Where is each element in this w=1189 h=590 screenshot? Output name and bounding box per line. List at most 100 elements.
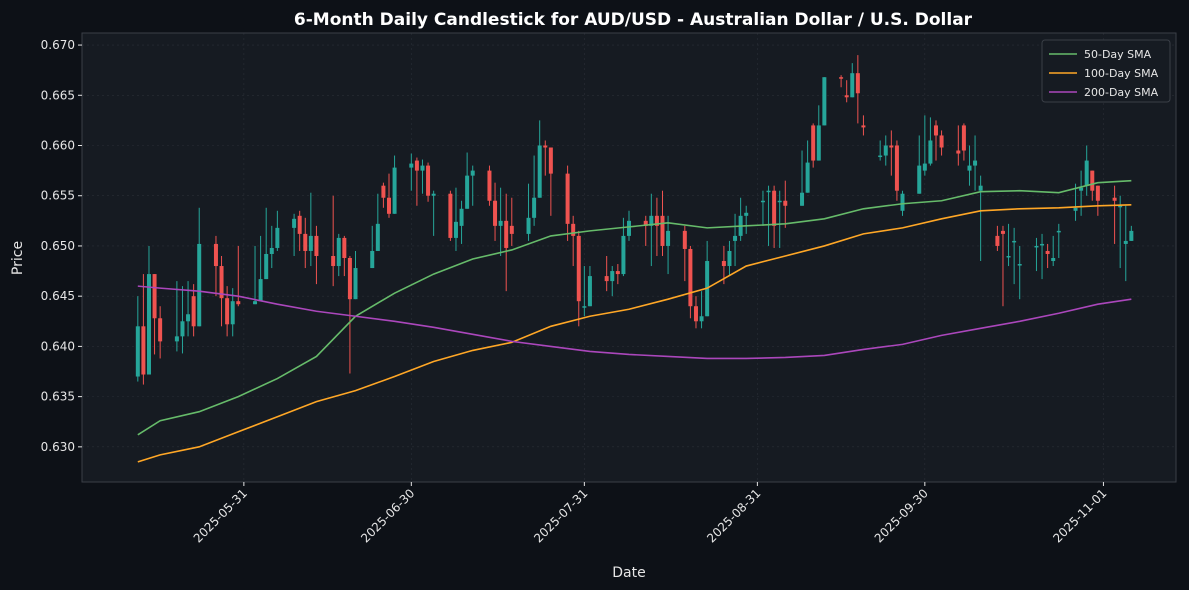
y-tick-label: 0.630	[41, 440, 75, 454]
candle-body	[253, 301, 258, 305]
candle-body	[1017, 264, 1022, 266]
candle-body	[688, 248, 693, 307]
candle-body	[1045, 250, 1050, 254]
candle-body	[386, 197, 391, 214]
sma-lines	[137, 179, 1132, 463]
x-tick-label: 2025-08-31	[704, 486, 763, 545]
y-tick-label: 0.655	[41, 189, 75, 203]
candle-body	[448, 193, 453, 238]
candle-body	[135, 326, 140, 377]
candles	[135, 55, 1134, 385]
candle	[800, 150, 805, 206]
candle-body	[230, 301, 235, 325]
candle	[303, 217, 308, 269]
candle	[1112, 185, 1117, 244]
candle	[604, 255, 609, 292]
y-tick-label: 0.660	[41, 139, 75, 153]
candle-body	[850, 73, 855, 98]
candle	[587, 266, 592, 307]
candle	[733, 213, 738, 267]
candle-body	[487, 170, 492, 201]
candle-body	[654, 215, 659, 226]
candle-body	[543, 145, 548, 148]
y-axis-label: Price	[10, 241, 26, 275]
candle	[822, 77, 827, 126]
y-tick-label: 0.650	[41, 239, 75, 253]
candle-body	[805, 162, 810, 193]
candle-body	[370, 250, 375, 269]
candle-body	[783, 200, 788, 206]
candle	[777, 190, 782, 248]
legend-label: 100-Day SMA	[1084, 67, 1159, 80]
candle-body	[1112, 197, 1117, 201]
candle	[933, 120, 938, 161]
candle-body	[973, 160, 978, 166]
candle-body	[459, 208, 464, 226]
sma-line	[137, 285, 1132, 360]
candle	[381, 182, 386, 208]
candle	[878, 140, 883, 161]
candle-body	[264, 253, 269, 280]
candle	[253, 245, 258, 305]
candle-body	[292, 218, 297, 228]
candle	[1045, 243, 1050, 269]
candle-body	[883, 145, 888, 156]
candle	[850, 63, 855, 98]
candle-body	[956, 150, 961, 154]
candle-body	[627, 220, 631, 236]
candle-body	[453, 221, 458, 238]
candle-body	[314, 235, 319, 256]
candle	[1090, 170, 1095, 201]
candle-body	[146, 274, 151, 375]
candle-body	[1006, 255, 1011, 258]
legend-label: 50-Day SMA	[1084, 48, 1152, 61]
legend-label: 200-Day SMA	[1084, 86, 1159, 99]
candle-body	[1095, 185, 1100, 201]
sma-line	[137, 179, 1132, 436]
candle-body	[721, 261, 726, 267]
x-axis-label: Date	[612, 565, 645, 581]
candle	[766, 185, 771, 246]
x-tick-label: 2025-06-30	[358, 486, 417, 545]
candle-body	[197, 243, 202, 327]
candle	[342, 235, 347, 277]
candle-body	[917, 165, 922, 194]
candle	[855, 55, 860, 124]
candle	[967, 145, 972, 186]
candle	[1012, 227, 1017, 285]
candle	[180, 286, 185, 354]
candle-body	[727, 250, 732, 267]
legend-box	[1041, 39, 1171, 103]
candle-body	[928, 140, 933, 164]
candle	[917, 135, 922, 194]
candle-body	[894, 145, 899, 191]
candle-body	[186, 314, 191, 322]
candle-body	[978, 185, 983, 191]
candle	[543, 140, 548, 176]
candle-body	[331, 255, 336, 267]
candle	[654, 197, 659, 256]
candle-body	[1040, 243, 1045, 246]
candle	[264, 207, 269, 280]
candle	[459, 200, 464, 244]
candle-body	[967, 165, 972, 171]
plot-area	[82, 33, 1176, 482]
candle-body	[733, 235, 738, 241]
candle-body	[1084, 160, 1089, 186]
candle-body	[532, 197, 537, 218]
candle-body	[844, 95, 849, 98]
candle-body	[1118, 205, 1123, 208]
candle	[928, 117, 933, 166]
candle-body	[548, 147, 553, 174]
candle-body	[922, 163, 927, 171]
candle	[292, 213, 297, 256]
candle-body	[498, 220, 503, 226]
x-tick-label: 2025-05-31	[191, 486, 250, 545]
candle	[504, 193, 509, 292]
candle	[1129, 225, 1134, 241]
candle	[158, 306, 163, 359]
candle-body	[1056, 230, 1061, 233]
candle	[816, 105, 821, 161]
candle	[509, 197, 514, 246]
